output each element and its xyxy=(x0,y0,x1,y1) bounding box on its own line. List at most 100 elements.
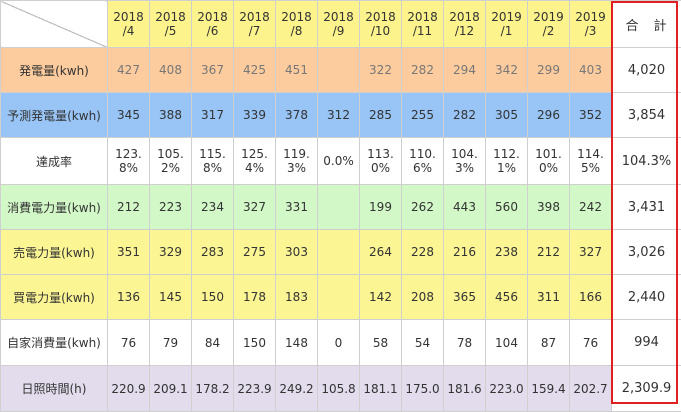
month-header-month: /2 xyxy=(528,24,569,38)
value-text: 234 xyxy=(192,200,233,214)
value-text: 183 xyxy=(276,290,317,304)
value-cell: 84 xyxy=(192,320,234,366)
value-cell: 327 xyxy=(570,230,612,275)
value-cell: 166 xyxy=(570,275,612,320)
value-text: 148 xyxy=(276,336,317,350)
value-cell: 228 xyxy=(402,230,444,275)
value-cell: 212 xyxy=(108,185,150,230)
month-header: 2019/3 xyxy=(570,1,612,48)
value-cell: 76 xyxy=(108,320,150,366)
value-text: 199 xyxy=(360,200,401,214)
value-text: 408 xyxy=(150,63,191,77)
value-text: 327 xyxy=(570,245,611,259)
month-header-month: /1 xyxy=(486,24,527,38)
value-cell: 0.0% xyxy=(318,138,360,185)
value-text: 365 xyxy=(444,290,485,304)
value-text: 87 xyxy=(528,336,569,350)
value-cell: 303 xyxy=(276,230,318,275)
value-cell: 87 xyxy=(528,320,570,366)
row-label: 予測発電量(kwh) xyxy=(1,93,108,138)
value-text: 367 xyxy=(192,63,233,77)
value-text: 104. xyxy=(444,147,485,161)
value-text: 255 xyxy=(402,108,443,122)
value-cell: 104.3% xyxy=(444,138,486,185)
month-header: 2018/5 xyxy=(150,1,192,48)
value-cell: 78 xyxy=(444,320,486,366)
value-cell: 443 xyxy=(444,185,486,230)
value-text: 84 xyxy=(192,336,233,350)
value-text: 113. xyxy=(360,147,401,161)
value-cell: 560 xyxy=(486,185,528,230)
value-cell: 105.8 xyxy=(318,366,360,412)
value-text: 1% xyxy=(486,161,527,175)
value-text: 125. xyxy=(234,147,275,161)
month-header-year: 2019 xyxy=(528,10,569,24)
value-cell: 183 xyxy=(276,275,318,320)
value-text: 262 xyxy=(402,200,443,214)
month-header-year: 2018 xyxy=(318,10,359,24)
value-text: 264 xyxy=(360,245,401,259)
total-cell: 3,431 xyxy=(612,185,681,230)
value-text: 220.9 xyxy=(108,382,149,396)
value-cell: 242 xyxy=(570,185,612,230)
value-text: 178 xyxy=(234,290,275,304)
month-header: 2018/7 xyxy=(234,1,276,48)
value-text: 345 xyxy=(108,108,149,122)
value-cell: 0 xyxy=(318,320,360,366)
value-text: 352 xyxy=(570,108,611,122)
value-cell: 275 xyxy=(234,230,276,275)
value-cell: 285 xyxy=(360,93,402,138)
value-cell: 202.7 xyxy=(570,366,612,412)
value-text: 8% xyxy=(108,161,149,175)
value-text: 238 xyxy=(486,245,527,259)
value-text: 54 xyxy=(402,336,443,350)
value-cell: 311 xyxy=(528,275,570,320)
row-label: 達成率 xyxy=(1,138,108,185)
value-cell: 119.3% xyxy=(276,138,318,185)
month-header-year: 2018 xyxy=(444,10,485,24)
value-text: 296 xyxy=(528,108,569,122)
value-text: 150 xyxy=(192,290,233,304)
value-cell: 216 xyxy=(444,230,486,275)
value-cell: 299 xyxy=(528,48,570,93)
value-text: 283 xyxy=(192,245,233,259)
value-cell: 175.0 xyxy=(402,366,444,412)
value-cell: 351 xyxy=(108,230,150,275)
value-cell: 342 xyxy=(486,48,528,93)
value-cell: 456 xyxy=(486,275,528,320)
value-text: 388 xyxy=(150,108,191,122)
value-cell: 331 xyxy=(276,185,318,230)
month-header-month: /8 xyxy=(276,24,317,38)
value-text: 76 xyxy=(108,336,149,350)
value-cell: 408 xyxy=(150,48,192,93)
value-cell: 79 xyxy=(150,320,192,366)
value-cell: 58 xyxy=(360,320,402,366)
value-text: 8% xyxy=(192,161,233,175)
total-cell: 3,026 xyxy=(612,230,681,275)
value-cell xyxy=(318,48,360,93)
value-cell: 113.0% xyxy=(360,138,402,185)
value-cell: 425 xyxy=(234,48,276,93)
value-text: 305 xyxy=(486,108,527,122)
value-text: 78 xyxy=(444,336,485,350)
value-text: 3% xyxy=(276,161,317,175)
value-cell xyxy=(318,185,360,230)
month-header-month: /9 xyxy=(318,24,359,38)
value-text: 303 xyxy=(276,245,317,259)
value-text: 6% xyxy=(402,161,443,175)
value-text: 228 xyxy=(402,245,443,259)
value-text: 104 xyxy=(486,336,527,350)
value-text: 398 xyxy=(528,200,569,214)
value-text: 331 xyxy=(276,200,317,214)
value-text: 175.0 xyxy=(402,382,443,396)
value-text: 166 xyxy=(570,290,611,304)
value-text: 5% xyxy=(570,161,611,175)
value-text: 427 xyxy=(108,63,149,77)
value-cell: 238 xyxy=(486,230,528,275)
value-cell: 427 xyxy=(108,48,150,93)
value-text: 329 xyxy=(150,245,191,259)
